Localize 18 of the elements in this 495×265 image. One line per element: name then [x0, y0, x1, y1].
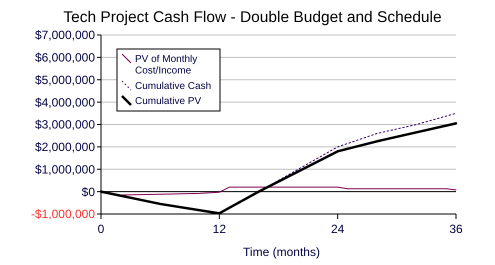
y-tick-label: $1,000,000 — [34, 162, 96, 176]
y-tick-label: $2,000,000 — [34, 140, 96, 154]
y-tick-label: $4,000,000 — [34, 95, 96, 110]
y-tick-label: $6,000,000 — [34, 50, 96, 65]
x-tick-label: 24 — [330, 222, 345, 236]
legend-label: Cumulative PV — [135, 96, 202, 107]
chart-title: Tech Project Cash Flow - Double Budget and Schedule — [63, 9, 442, 26]
legend-label: Cumulative Cash — [135, 81, 212, 92]
y-tick-label: $5,000,000 — [34, 72, 96, 87]
y-tick-label: -$1,000,000 — [30, 207, 96, 222]
x-tick-label: 0 — [98, 222, 105, 236]
y-tick-label: $3,000,000 — [34, 118, 96, 132]
x-axis-title: Time (months) — [243, 245, 320, 259]
y-tick-label: $0 — [82, 184, 96, 199]
x-tick-label: 36 — [449, 222, 463, 236]
y-tick-label: $7,000,000 — [34, 28, 96, 42]
legend-label: PV of Monthly Cost/Income — [135, 54, 198, 76]
x-tick-label: 12 — [212, 222, 226, 236]
